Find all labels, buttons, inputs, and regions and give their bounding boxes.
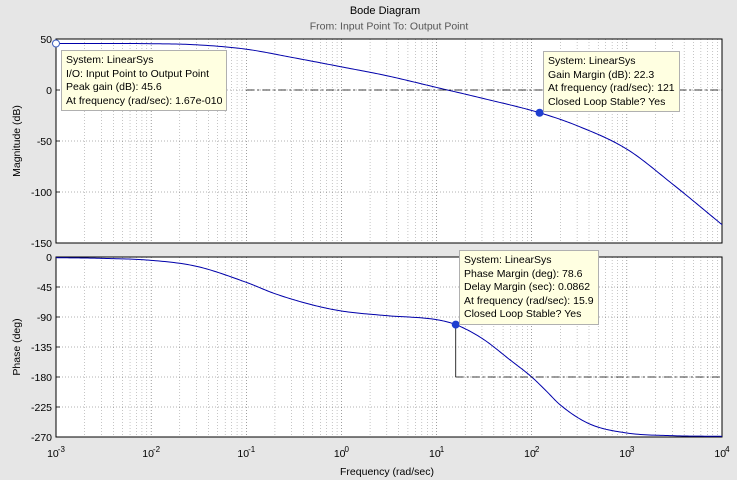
y-tick-label: 0 [46,252,52,264]
datatip-line: System: LinearSys [66,54,154,66]
y-tick-label: -270 [31,432,52,444]
y-tick-label: -50 [37,136,52,148]
datatip-line: At frequency (rad/sec): 15.9 [464,294,594,307]
y-tick-label: -100 [31,187,52,199]
y-tick-label: -45 [37,282,52,294]
datatip-line: Peak gain (dB): 45.6 [66,81,162,94]
datatip-line: Gain Margin (dB): 22.3 [548,68,655,81]
x-tick-label: 104 [714,445,730,460]
x-tick-label: 103 [619,445,635,460]
peak-gain-datatip[interactable]: System: LinearSys I/O: Input Point to Ou… [61,50,228,112]
y-tick-label: -150 [31,238,52,250]
x-tick-label: 102 [524,445,540,460]
x-tick-label: 10-2 [142,445,160,460]
datatip-marker[interactable] [535,108,544,117]
datatip-line: At frequency (rad/sec): 1.67e-010 [66,94,223,107]
phase-curve [55,257,723,437]
datatip-line: I/O: Input Point to Output Point [66,67,210,80]
frequency-xlabel: Frequency (rad/sec) [340,466,434,478]
datatip-line: At frequency (rad/sec): 121 [548,82,675,95]
datatip-line: System: LinearSys [464,254,552,266]
y-tick-label: -135 [31,342,52,354]
x-tick-label: 10-1 [237,445,255,460]
gain-margin-datatip[interactable]: System: LinearSys Gain Margin (dB): 22.3… [543,51,680,113]
datatip-line: Closed Loop Stable? Yes [464,308,582,321]
datatip-marker[interactable] [52,39,60,48]
x-tick-label: 10-3 [47,445,65,460]
datatip-line: Closed Loop Stable? Yes [548,95,666,108]
y-tick-label: -225 [31,402,52,414]
chart-title: Bode Diagram [350,5,420,17]
phase-margin-datatip[interactable]: System: LinearSys Phase Margin (deg): 78… [459,250,599,325]
chart-subtitle: From: Input Point To: Output Point [310,21,469,33]
y-tick-label: -90 [37,312,52,324]
magnitude-ylabel: Magnitude (dB) [11,105,23,177]
y-tick-label: 50 [40,34,52,46]
magnitude-curve [55,42,723,226]
x-tick-label: 101 [429,445,445,460]
datatip-line: Phase Margin (deg): 78.6 [464,267,583,280]
phase-ylabel: Phase (deg) [11,318,23,375]
y-tick-label: 0 [46,85,52,97]
datatip-line: Delay Margin (sec): 0.0862 [464,281,591,294]
y-tick-label: -180 [31,372,52,384]
datatip-line: System: LinearSys [548,55,636,67]
x-tick-label: 100 [334,445,350,460]
